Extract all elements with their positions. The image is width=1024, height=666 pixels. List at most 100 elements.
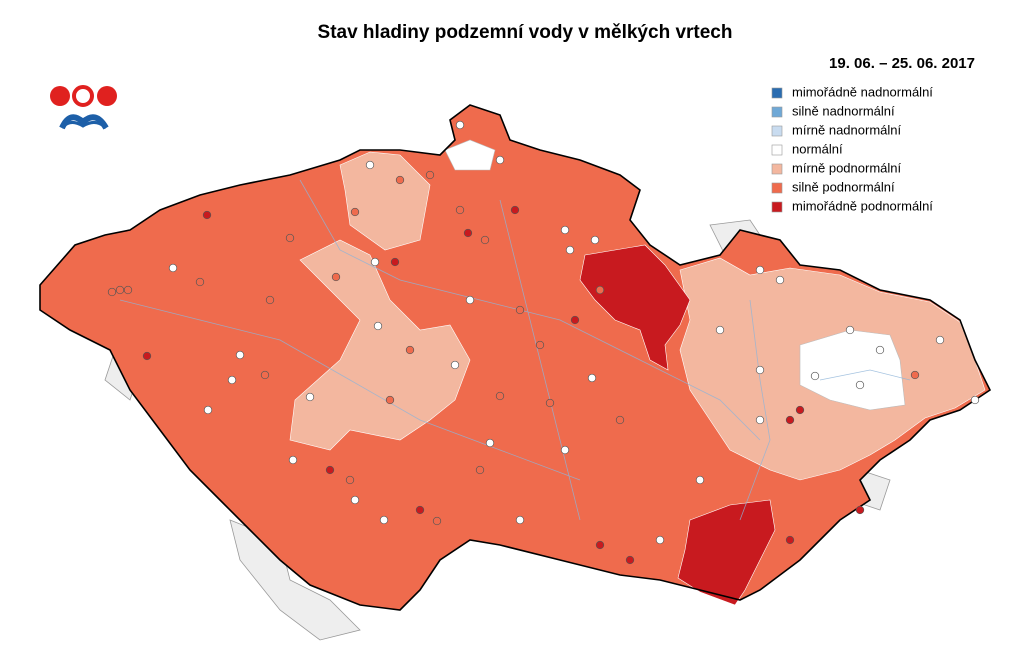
station	[405, 345, 415, 355]
station	[463, 228, 473, 238]
station	[855, 380, 865, 390]
station	[195, 277, 205, 287]
region	[677, 499, 776, 606]
station	[142, 351, 152, 361]
legend-label: normální	[792, 141, 843, 156]
station	[810, 371, 820, 381]
legend-swatch	[771, 106, 783, 118]
station	[785, 415, 795, 425]
legend-label: mimořádně nadnormální	[792, 84, 933, 99]
station	[168, 263, 178, 273]
station	[695, 475, 705, 485]
station	[373, 321, 383, 331]
station	[465, 295, 475, 305]
legend-label: mírně nadnormální	[792, 122, 901, 137]
station	[495, 155, 505, 165]
station	[910, 370, 920, 380]
station	[595, 285, 605, 295]
station	[379, 515, 389, 525]
station	[432, 516, 442, 526]
legend-swatch	[771, 201, 783, 213]
station	[202, 210, 212, 220]
legend: mimořádně nadnormální silně nadnormální mí…	[771, 84, 933, 213]
station	[325, 465, 335, 475]
station	[590, 235, 600, 245]
station	[515, 305, 525, 315]
map	[39, 104, 992, 641]
station	[203, 405, 213, 415]
station	[875, 345, 885, 355]
station	[455, 205, 465, 215]
station	[370, 257, 380, 267]
station	[385, 395, 395, 405]
station	[565, 245, 575, 255]
legend-swatch	[771, 125, 783, 137]
station	[845, 325, 855, 335]
station	[570, 315, 580, 325]
station	[545, 398, 555, 408]
station	[560, 445, 570, 455]
station	[260, 370, 270, 380]
station	[655, 535, 665, 545]
station	[305, 392, 315, 402]
station	[450, 360, 460, 370]
station	[715, 325, 725, 335]
neighbour-area	[104, 219, 891, 641]
station	[935, 335, 945, 345]
region	[339, 151, 431, 251]
map-title: Stav hladiny podzemní vody v mělkých vrt…	[318, 22, 733, 43]
legend-swatch	[771, 182, 783, 194]
station	[795, 405, 805, 415]
legend-label: silně podnormální	[792, 179, 895, 194]
legend-label: mimořádně podnormální	[792, 198, 933, 213]
region	[579, 244, 691, 371]
station	[115, 285, 125, 295]
legend-swatch	[771, 163, 783, 175]
station	[755, 265, 765, 275]
station	[755, 415, 765, 425]
station	[560, 225, 570, 235]
station	[455, 120, 465, 130]
station	[288, 455, 298, 465]
station	[227, 375, 237, 385]
station	[425, 170, 435, 180]
region	[289, 239, 471, 451]
station	[535, 340, 545, 350]
station	[480, 235, 490, 245]
station	[123, 285, 133, 295]
station	[970, 395, 980, 405]
station	[265, 295, 275, 305]
station	[285, 233, 295, 243]
station	[345, 475, 355, 485]
station	[775, 275, 785, 285]
legend-label: silně nadnormální	[792, 103, 895, 118]
station	[390, 257, 400, 267]
station	[595, 540, 605, 550]
legend-swatch	[771, 144, 783, 156]
station	[365, 160, 375, 170]
station	[350, 207, 360, 217]
station	[107, 287, 117, 297]
station	[587, 373, 597, 383]
station	[395, 175, 405, 185]
station	[331, 272, 341, 282]
station	[485, 438, 495, 448]
station	[235, 350, 245, 360]
legend-swatch	[771, 87, 783, 99]
station	[475, 465, 485, 475]
station	[855, 505, 865, 515]
period: 19. 06. – 25. 06. 2017	[829, 55, 975, 72]
station	[755, 365, 765, 375]
stations	[107, 120, 980, 565]
station	[785, 535, 795, 545]
station	[510, 205, 520, 215]
station	[515, 515, 525, 525]
station	[615, 415, 625, 425]
station	[625, 555, 635, 565]
station	[495, 391, 505, 401]
station	[415, 505, 425, 515]
legend-label: mírně podnormální	[792, 160, 901, 175]
station	[350, 495, 360, 505]
logo	[50, 85, 117, 130]
